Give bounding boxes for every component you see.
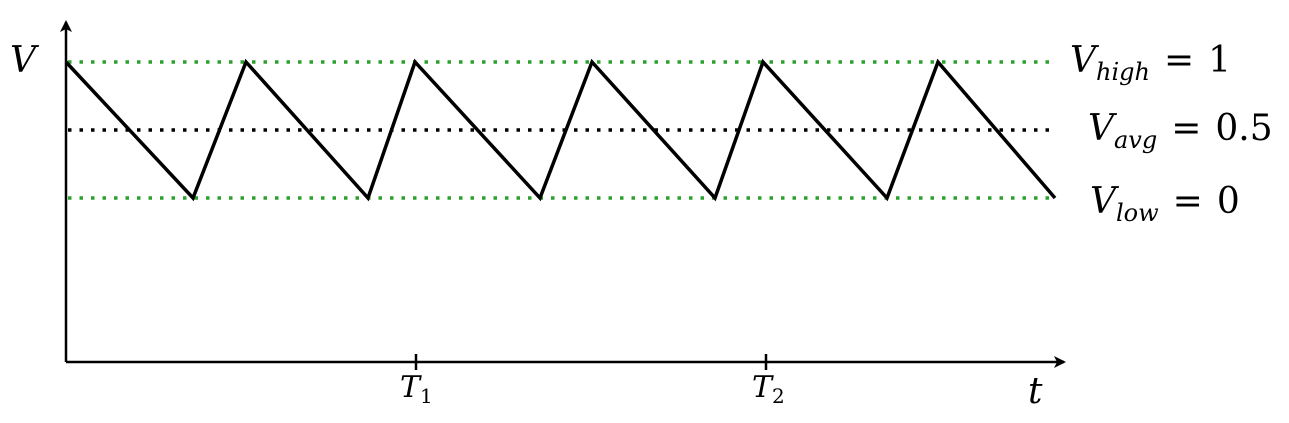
v-high-label: Vhigh = 1 — [1070, 40, 1231, 86]
tick-label-t2: T2 — [752, 370, 785, 408]
sawtooth-waveform — [64, 58, 1057, 202]
y-axis-label: V — [10, 40, 40, 81]
tick-label-t1: T1 — [400, 370, 433, 408]
v-low-label: Vlow = 0 — [1090, 181, 1240, 227]
x-axis-label: t — [1028, 371, 1043, 412]
v-avg-label: Vavg = 0.5 — [1088, 108, 1273, 154]
